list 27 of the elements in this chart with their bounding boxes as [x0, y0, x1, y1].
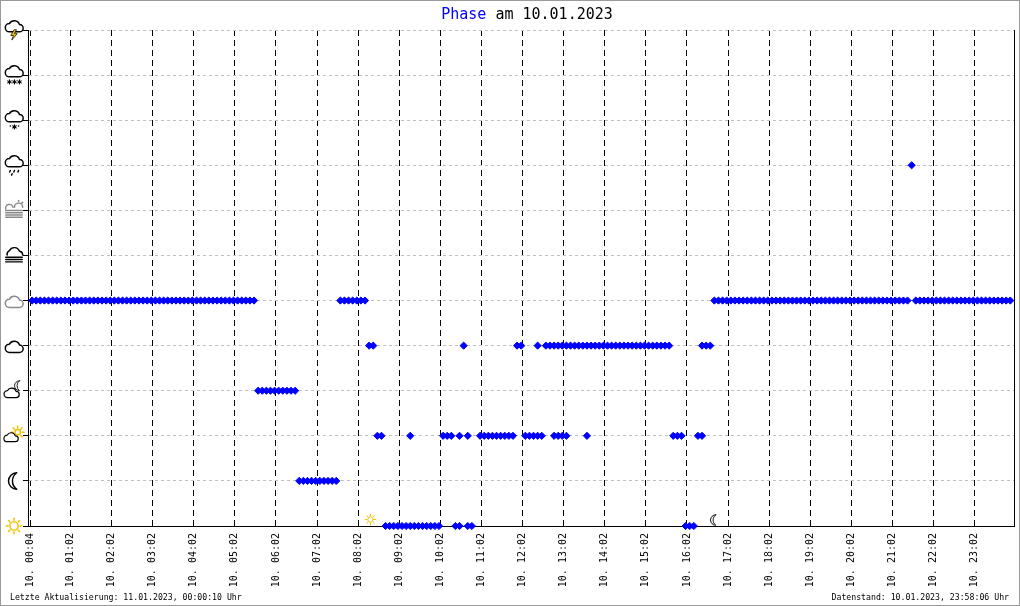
x-tick-label: 10. 18:02 — [762, 533, 774, 588]
x-tick-label: 10. 14:02 — [598, 533, 610, 588]
chart-title: Phase am 10.01.2023 — [441, 5, 613, 23]
x-tick-label: 10. 10:02 — [433, 533, 445, 588]
x-tick-label: 10. 04:02 — [187, 533, 199, 588]
x-tick-label: 10. 05:02 — [228, 533, 240, 588]
x-tick-label: 10. 17:02 — [721, 533, 733, 588]
x-tick-label: 10. 22:02 — [927, 533, 939, 588]
x-tick-label: 10. 02:02 — [105, 533, 117, 588]
x-tick-label: 10. 03:02 — [146, 533, 158, 588]
x-tick-label: 10. 01:02 — [64, 533, 76, 588]
x-tick-label: 10. 20:02 — [844, 533, 856, 588]
x-tick-label: 10. 12:02 — [516, 533, 528, 588]
x-tick-label: 10. 00:04 — [24, 533, 36, 588]
text: Datenstand: 10.01.2023, 23:58:06 Uhr — [831, 592, 1009, 602]
x-tick-label: 10. 21:02 — [886, 533, 898, 588]
x-tick-label: 10. 06:02 — [269, 533, 281, 588]
x-tick-label: 10. 15:02 — [639, 533, 651, 588]
x-tick-label: 10. 13:02 — [557, 533, 569, 588]
x-tick-label: 10. 11:02 — [475, 533, 487, 588]
x-tick-label: 10. 08:02 — [351, 533, 363, 588]
x-tick-label: 10. 09:02 — [392, 533, 404, 588]
text: Letzte Aktualisierung: 11.01.2023, 00:00:10 Uhr — [10, 592, 242, 602]
x-tick-label: 10. 07:02 — [310, 533, 322, 588]
x-tick-label: 10. 16:02 — [680, 533, 692, 588]
x-tick-label: 10. 23:02 — [968, 533, 980, 588]
x-tick-label: 10. 19:02 — [803, 533, 815, 588]
